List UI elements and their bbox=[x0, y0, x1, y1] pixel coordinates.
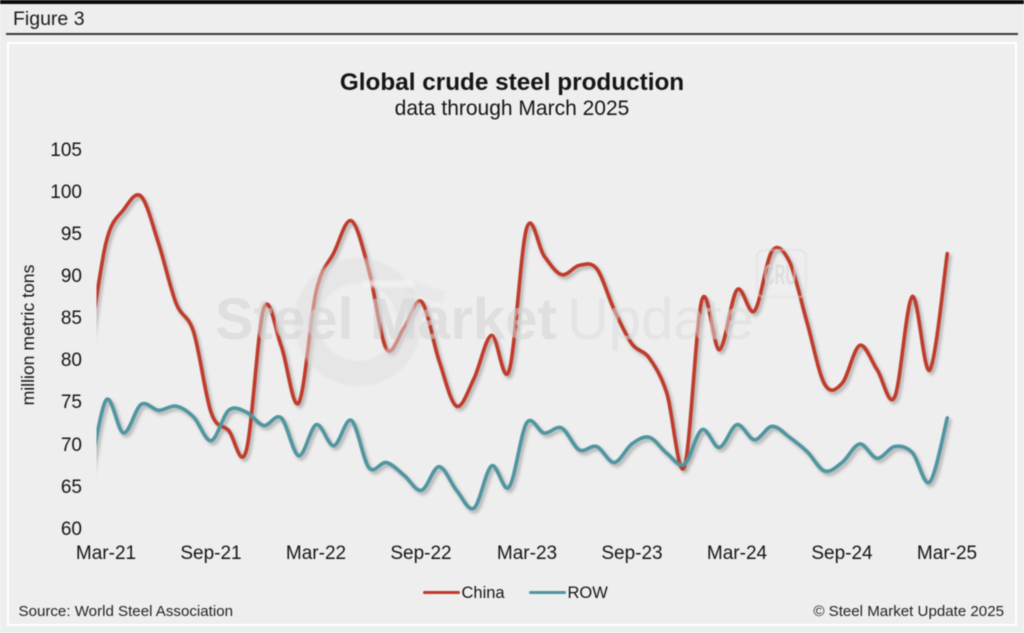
svg-text:CRU: CRU bbox=[764, 258, 797, 291]
svg-text:Steel Market: Steel Market bbox=[215, 287, 557, 352]
svg-text:Update: Update bbox=[567, 287, 754, 352]
